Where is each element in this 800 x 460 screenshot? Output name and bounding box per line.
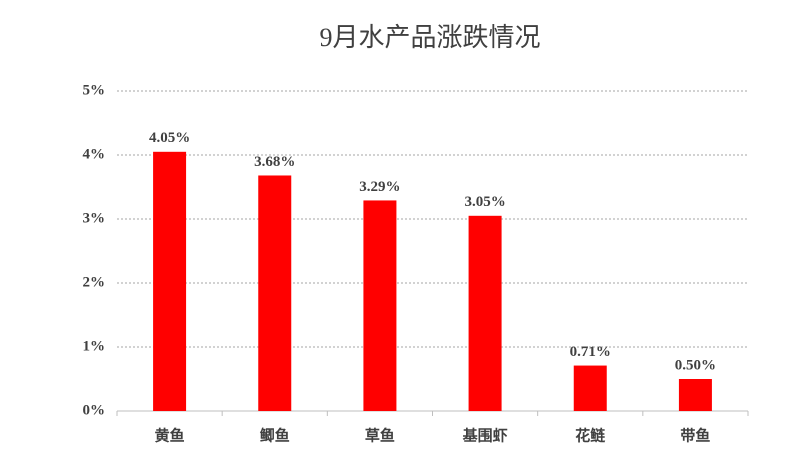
y-tick-label: 2% [83, 274, 106, 290]
chart-title: 9月水产品涨跌情况 [319, 23, 540, 52]
x-tick-label: 带鱼 [680, 426, 710, 444]
bar [258, 175, 292, 411]
value-label: 4.05% [149, 130, 190, 146]
y-tick-label: 3% [83, 210, 106, 226]
y-tick-label: 4% [83, 146, 106, 162]
value-label: 3.05% [464, 194, 505, 210]
bar [363, 200, 397, 411]
value-label: 3.29% [359, 179, 400, 195]
x-tick-label: 黄鱼 [155, 426, 185, 444]
bar [153, 151, 187, 412]
y-tick-label: 5% [83, 82, 106, 98]
x-tick-label: 鲫鱼 [260, 426, 290, 444]
x-tick-label: 草鱼 [365, 426, 395, 444]
bar [678, 379, 712, 411]
value-label: 3.68% [254, 154, 295, 170]
bar [573, 365, 607, 411]
bar [468, 215, 502, 411]
y-tick-label: 0% [83, 402, 106, 418]
y-tick-label: 1% [83, 338, 106, 354]
x-tick-label: 基围虾 [462, 426, 508, 444]
value-label: 0.50% [675, 357, 716, 373]
x-tick-label: 花鲢 [575, 426, 605, 444]
value-label: 0.71% [570, 344, 611, 360]
